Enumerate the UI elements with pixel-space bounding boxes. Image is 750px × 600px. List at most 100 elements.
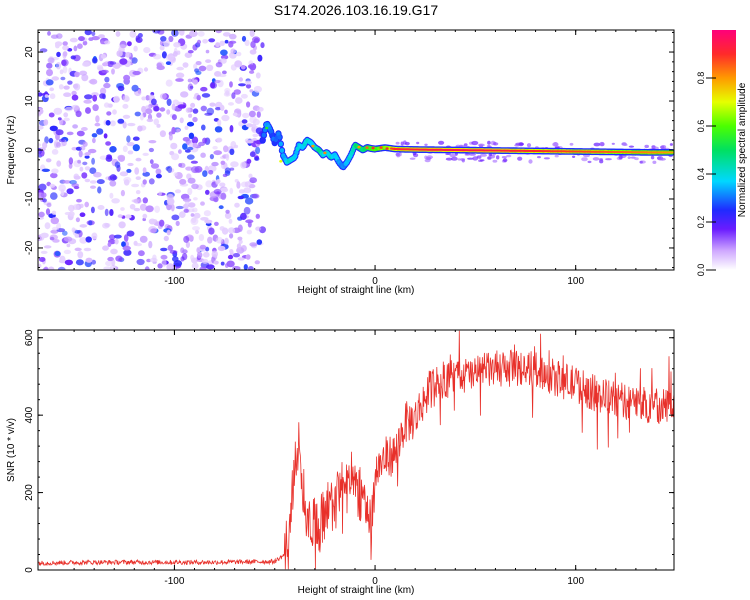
noise-blob [180, 256, 185, 262]
noise-blob [185, 241, 190, 249]
noise-blob [66, 243, 71, 248]
noise-blob [206, 264, 215, 270]
noise-blob [109, 209, 114, 216]
noise-blob [129, 30, 137, 38]
noise-blob [187, 83, 194, 91]
noise-blob [117, 118, 125, 124]
noise-blob [122, 95, 130, 102]
noise-blob [126, 41, 132, 47]
noise-blob [205, 189, 210, 195]
noise-blob [159, 130, 166, 138]
noise-blob [88, 148, 97, 154]
noise-blob [201, 93, 211, 98]
noise-blob [160, 254, 168, 260]
noise-blob [219, 182, 226, 187]
noise-blob [151, 98, 157, 106]
noise-blob [83, 247, 92, 252]
noise-blob [224, 167, 231, 174]
noise-blob [75, 217, 80, 223]
noise-blob [73, 175, 81, 180]
noise-blob [74, 247, 81, 251]
noise-blob [198, 65, 207, 72]
noise-blob [38, 211, 45, 218]
noise-blob [253, 85, 262, 93]
noise-blob [59, 69, 64, 75]
track-halo [445, 153, 451, 155]
noise-blob [202, 137, 208, 144]
noise-blob [230, 48, 236, 54]
track-halo [438, 140, 445, 145]
noise-blob [120, 189, 125, 197]
track-halo [479, 159, 485, 162]
noise-blob [196, 94, 201, 101]
noise-blob [248, 110, 256, 118]
noise-blob [213, 150, 222, 156]
noise-blob [221, 227, 229, 235]
noise-blob [131, 57, 138, 64]
colorbar-tick-label: 0.0 [696, 264, 706, 277]
noise-blob [131, 183, 140, 188]
noise-blob [101, 69, 109, 74]
noise-blob [114, 238, 119, 245]
noise-blob [115, 31, 121, 37]
noise-blob [249, 30, 255, 37]
noise-blob [235, 97, 243, 104]
noise-blob [220, 192, 227, 200]
noise-blob [161, 259, 167, 267]
noise-blob [242, 112, 250, 119]
noise-blob [143, 47, 151, 54]
noise-blob [179, 211, 186, 219]
noise-blob [73, 45, 78, 52]
noise-blob [209, 102, 216, 107]
noise-blob [149, 159, 154, 165]
noise-blob [77, 251, 84, 259]
noise-blob [129, 203, 136, 210]
noise-blob [55, 61, 62, 70]
noise-blob [46, 69, 53, 77]
track-halo [634, 157, 639, 161]
track-core [278, 141, 283, 147]
noise-blob [222, 70, 227, 75]
noise-blob [79, 70, 88, 76]
track-halo [478, 143, 485, 147]
track-halo [660, 145, 667, 149]
noise-blob [165, 61, 172, 65]
track-halo [424, 143, 428, 146]
noise-blob [249, 151, 256, 158]
noise-blob [109, 146, 117, 153]
noise-blob [197, 31, 205, 37]
x-tick-label: 0 [372, 276, 378, 287]
noise-blob [152, 53, 162, 60]
noise-blob [104, 208, 109, 217]
colorbar-label: Normalized spectral amplitude [737, 82, 748, 217]
noise-blob [237, 195, 245, 200]
noise-blob [215, 42, 221, 48]
noise-blob [84, 94, 93, 100]
noise-blob [229, 148, 235, 155]
noise-blob [76, 198, 82, 203]
noise-blob [68, 157, 74, 165]
track-halo [650, 155, 655, 160]
noise-blob [91, 133, 98, 138]
noise-blob [63, 85, 70, 90]
noise-blob [74, 71, 80, 78]
noise-blob [40, 250, 48, 254]
noise-blob [178, 149, 182, 154]
track-bead [265, 126, 269, 130]
noise-blob [132, 136, 140, 141]
noise-blob [103, 266, 112, 270]
noise-blob [63, 236, 73, 242]
noise-blob [79, 166, 84, 172]
noise-blob [228, 218, 233, 224]
noise-blob [249, 177, 257, 184]
noise-blob [170, 142, 178, 150]
noise-blob [132, 70, 141, 76]
noise-blob [217, 119, 222, 127]
noise-blob [209, 82, 218, 89]
top-y-axis: -20 -10 0 10 20 [24, 31, 674, 269]
noise-blob [241, 119, 248, 124]
noise-blob [182, 137, 190, 142]
noise-blob [233, 144, 239, 149]
track-halo [416, 141, 420, 145]
noise-blob [197, 251, 203, 259]
